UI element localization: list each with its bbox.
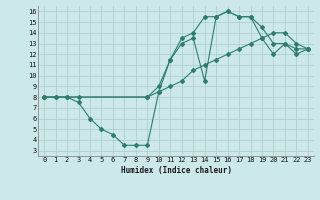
X-axis label: Humidex (Indice chaleur): Humidex (Indice chaleur) [121,166,231,175]
